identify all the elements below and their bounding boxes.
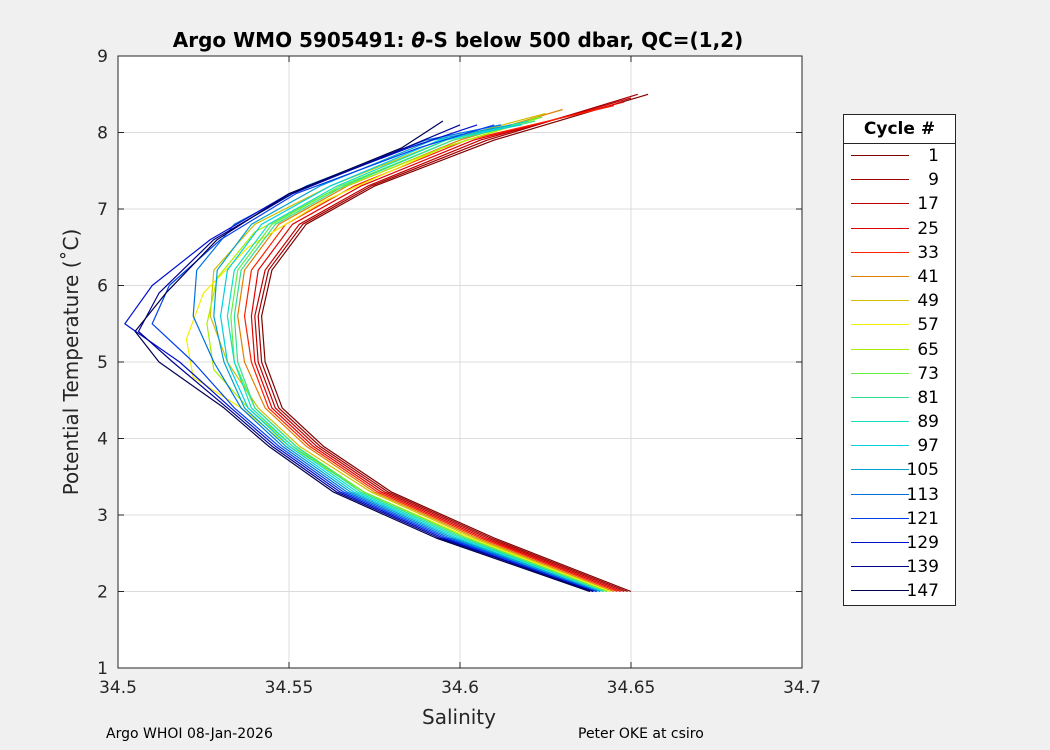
legend-swatch	[851, 348, 909, 350]
legend-label: 25	[917, 218, 939, 239]
legend-swatch	[851, 542, 909, 543]
legend-item-73: 73	[844, 362, 955, 386]
legend-label: 147	[906, 581, 939, 602]
legend-label: 89	[917, 412, 939, 433]
series-line-1	[261, 93, 649, 593]
x-tick-label: 34.5	[99, 678, 137, 698]
legend-title: Cycle #	[844, 115, 955, 144]
series-line-73	[230, 116, 608, 593]
legend-swatch	[851, 517, 909, 519]
y-tick-label: 8	[97, 124, 108, 144]
series-line-121	[151, 124, 598, 593]
legend-label: 73	[917, 363, 939, 384]
legend-label: 33	[917, 242, 939, 263]
legend-swatch	[851, 179, 909, 181]
legend-swatch	[851, 469, 909, 471]
legend-label: 121	[906, 508, 939, 529]
legend-item-113: 113	[844, 483, 955, 507]
y-tick-label: 2	[97, 583, 108, 603]
legend-item-129: 129	[844, 531, 955, 555]
legend-label: 113	[906, 484, 939, 505]
y-axis-label: Potential Temperature (˚C)	[59, 229, 83, 496]
x-tick-label: 34.6	[441, 678, 479, 698]
legend-item-139: 139	[844, 555, 955, 579]
y-tick-label: 5	[97, 353, 108, 373]
series-line-33	[243, 105, 618, 593]
series-line-139	[137, 124, 594, 593]
y-tick-label: 4	[97, 430, 108, 450]
legend-label: 41	[917, 266, 939, 287]
legend-swatch	[851, 493, 909, 495]
legend-swatch	[851, 421, 909, 423]
legend-swatch	[851, 445, 909, 447]
legend-item-33: 33	[844, 241, 955, 265]
legend-label: 105	[906, 460, 939, 481]
legend-item-147: 147	[844, 579, 955, 603]
legend-label: 139	[906, 557, 939, 578]
series-layer	[124, 93, 649, 593]
legend-swatch	[851, 275, 909, 277]
series-line-105	[213, 124, 601, 593]
legend-item-41: 41	[844, 265, 955, 289]
legend-items: 1 9 17 25 33 41 49 57 65 73 81 89 97 105 113 121 129 139 1…	[844, 144, 955, 604]
legend-swatch	[851, 203, 909, 205]
y-tick-label: 3	[97, 506, 108, 526]
legend-swatch	[851, 590, 909, 592]
series-line-81	[233, 120, 604, 593]
legend-item-9: 9	[844, 168, 955, 192]
series-line-147	[134, 120, 591, 593]
legend-item-121: 121	[844, 507, 955, 531]
legend-item-81: 81	[844, 386, 955, 410]
series-line-25	[250, 101, 625, 593]
legend-swatch	[851, 566, 909, 568]
legend-item-25: 25	[844, 217, 955, 241]
axis-ticks: 34.5 34.55 34.6 34.65 34.7 1 2 3 4 5 6 7 8 9	[97, 47, 821, 698]
legend-item-1: 1	[844, 144, 955, 168]
y-tick-label: 6	[97, 277, 108, 297]
y-tick-label: 1	[97, 659, 108, 679]
footer-right: Peter OKE at csiro	[578, 726, 704, 742]
legend-swatch	[851, 300, 909, 302]
chart-title: Argo WMO 5905491: θ-S below 500 dbar, QC…	[173, 28, 743, 52]
legend-item-105: 105	[844, 458, 955, 482]
y-tick-label: 9	[97, 47, 108, 67]
series-line-97	[220, 124, 601, 593]
x-axis-label: Salinity	[422, 705, 496, 729]
x-tick-label: 34.65	[607, 678, 656, 698]
legend-item-17: 17	[844, 192, 955, 216]
legend-item-97: 97	[844, 434, 955, 458]
legend-item-89: 89	[844, 410, 955, 434]
legend-label: 17	[917, 194, 939, 215]
x-tick-label: 34.7	[783, 678, 821, 698]
series-line-17	[254, 97, 632, 593]
legend-label: 65	[917, 339, 939, 360]
legend-swatch	[851, 372, 909, 374]
legend-swatch	[851, 227, 909, 229]
legend: Cycle # 1 9 17 25 33 41 49 57 65 73 81 89 97 105 113 12…	[843, 114, 956, 606]
legend-label: 97	[917, 436, 939, 457]
legend-label: 57	[917, 315, 939, 336]
series-line-89	[226, 120, 604, 593]
footer-left: Argo WHOI 08-Jan-2026	[106, 726, 273, 742]
legend-swatch	[851, 396, 909, 398]
legend-swatch	[851, 155, 909, 156]
legend-item-49: 49	[844, 289, 955, 313]
legend-label: 49	[917, 291, 939, 312]
legend-item-57: 57	[844, 313, 955, 337]
legend-label: 81	[917, 387, 939, 408]
legend-item-65: 65	[844, 338, 955, 362]
y-tick-label: 7	[97, 200, 108, 220]
legend-label: 1	[928, 146, 939, 166]
series-line-9	[257, 93, 638, 593]
legend-swatch	[851, 324, 909, 326]
legend-label: 129	[906, 533, 939, 553]
x-tick-label: 34.55	[265, 678, 314, 698]
legend-label: 9	[928, 170, 939, 191]
legend-swatch	[851, 251, 909, 253]
